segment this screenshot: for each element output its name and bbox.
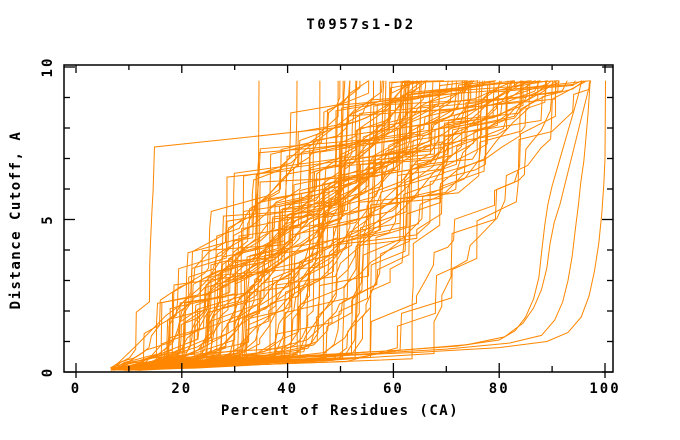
- model-curve: [131, 80, 529, 371]
- x-tick-label: 100: [589, 381, 620, 397]
- model-curve: [126, 80, 592, 371]
- model-curve: [124, 80, 547, 370]
- model-curve: [126, 80, 383, 369]
- model-curve: [122, 80, 411, 371]
- model-curve: [136, 80, 385, 370]
- model-curve: [134, 80, 606, 371]
- model-curve: [129, 80, 495, 371]
- model-curve: [112, 80, 260, 370]
- model-curve: [131, 80, 522, 369]
- model-curve: [129, 80, 560, 370]
- model-curve: [113, 80, 560, 371]
- chart-title: T0957s1-D2: [306, 17, 416, 33]
- model-curve: [116, 80, 553, 370]
- model-curve: [126, 80, 361, 369]
- x-tick-label: 20: [171, 381, 192, 397]
- model-curve: [136, 80, 374, 371]
- model-curve: [126, 80, 406, 370]
- model-curve: [119, 80, 557, 370]
- model-curve: [130, 80, 516, 371]
- axes-frame-layer: [63, 64, 614, 378]
- model-curve: [138, 80, 472, 369]
- model-curve: [132, 80, 539, 371]
- plot-frame: [63, 64, 614, 373]
- model-curve: [133, 80, 441, 369]
- model-curve: [110, 80, 351, 369]
- model-curve: [115, 80, 484, 369]
- x-axis-title: Percent of Residues (CA): [220, 403, 460, 419]
- model-curve: [139, 80, 576, 370]
- model-curve: [132, 80, 470, 369]
- x-tick-label: 40: [277, 381, 298, 397]
- model-curve: [133, 80, 481, 370]
- model-curve: [110, 80, 411, 369]
- model-curves-layer: [110, 80, 606, 371]
- model-curve: [114, 80, 529, 370]
- model-curve: [126, 80, 427, 369]
- y-tick-label: 10: [40, 57, 56, 78]
- model-curve: [128, 80, 548, 370]
- model-curve: [120, 80, 515, 371]
- y-axis-title: Distance Cutoff, A: [8, 130, 24, 310]
- tick-labels-layer: 0 20 40 60 80 100 0 5 10: [40, 57, 620, 397]
- y-tick-label: 0: [40, 367, 56, 377]
- x-tick-label: 0: [71, 381, 81, 397]
- model-curve: [128, 80, 591, 371]
- model-curve: [115, 80, 321, 371]
- y-tick-label: 5: [40, 214, 56, 224]
- model-curve: [131, 80, 541, 371]
- model-curve: [110, 80, 531, 369]
- model-curve: [114, 80, 409, 370]
- x-tick-label: 60: [383, 381, 404, 397]
- model-curve: [112, 80, 512, 369]
- model-curve: [123, 80, 387, 370]
- model-curve: [124, 80, 587, 370]
- model-curve: [124, 80, 410, 370]
- model-curve: [113, 80, 457, 370]
- x-tick-label: 80: [489, 381, 510, 397]
